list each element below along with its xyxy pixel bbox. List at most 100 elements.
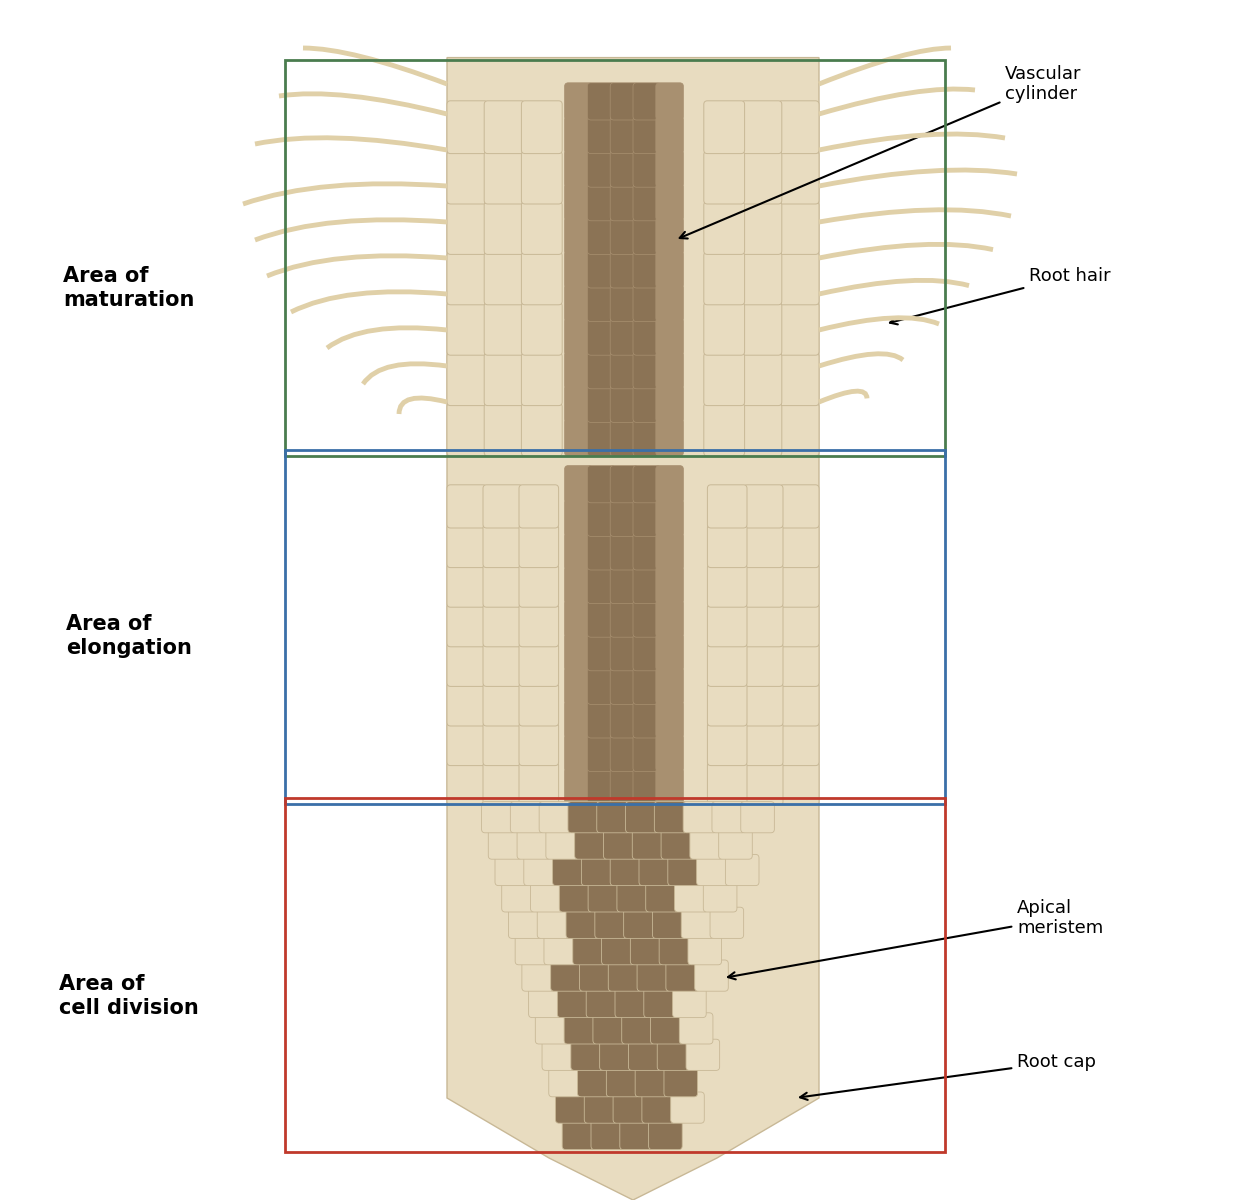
FancyBboxPatch shape <box>741 252 781 305</box>
FancyBboxPatch shape <box>559 881 592 912</box>
FancyBboxPatch shape <box>447 252 488 305</box>
FancyBboxPatch shape <box>610 667 638 704</box>
FancyBboxPatch shape <box>656 419 683 456</box>
FancyBboxPatch shape <box>549 1066 582 1097</box>
FancyBboxPatch shape <box>633 634 661 671</box>
FancyBboxPatch shape <box>610 419 638 456</box>
FancyBboxPatch shape <box>688 934 722 965</box>
FancyBboxPatch shape <box>519 524 559 568</box>
FancyBboxPatch shape <box>704 353 745 406</box>
FancyBboxPatch shape <box>671 1092 704 1123</box>
FancyBboxPatch shape <box>483 722 523 766</box>
FancyBboxPatch shape <box>539 802 573 833</box>
Text: Area of
maturation: Area of maturation <box>63 266 195 310</box>
FancyBboxPatch shape <box>483 485 523 528</box>
FancyBboxPatch shape <box>610 634 638 671</box>
FancyBboxPatch shape <box>515 934 549 965</box>
FancyBboxPatch shape <box>614 1092 647 1123</box>
FancyBboxPatch shape <box>565 251 592 288</box>
FancyBboxPatch shape <box>447 564 487 607</box>
FancyBboxPatch shape <box>565 184 592 221</box>
FancyBboxPatch shape <box>626 802 660 833</box>
FancyBboxPatch shape <box>635 1066 668 1097</box>
FancyBboxPatch shape <box>656 251 683 288</box>
FancyBboxPatch shape <box>484 403 525 456</box>
FancyBboxPatch shape <box>565 318 592 355</box>
FancyBboxPatch shape <box>565 566 592 604</box>
Text: Root hair: Root hair <box>891 266 1110 324</box>
FancyBboxPatch shape <box>708 604 746 647</box>
FancyBboxPatch shape <box>656 667 683 704</box>
FancyBboxPatch shape <box>587 566 615 604</box>
FancyBboxPatch shape <box>609 960 642 991</box>
FancyBboxPatch shape <box>660 934 693 965</box>
FancyBboxPatch shape <box>633 734 661 772</box>
FancyBboxPatch shape <box>581 854 615 886</box>
FancyBboxPatch shape <box>712 802 745 833</box>
FancyBboxPatch shape <box>780 683 818 726</box>
FancyBboxPatch shape <box>519 683 559 726</box>
Bar <box>284 798 945 1152</box>
FancyBboxPatch shape <box>779 302 818 355</box>
FancyBboxPatch shape <box>550 960 584 991</box>
FancyBboxPatch shape <box>587 701 615 738</box>
FancyBboxPatch shape <box>587 150 615 187</box>
FancyBboxPatch shape <box>657 1039 691 1070</box>
FancyBboxPatch shape <box>633 184 661 221</box>
FancyBboxPatch shape <box>566 907 600 938</box>
FancyBboxPatch shape <box>587 352 615 389</box>
FancyBboxPatch shape <box>610 318 638 355</box>
FancyBboxPatch shape <box>519 762 559 805</box>
FancyBboxPatch shape <box>780 722 818 766</box>
FancyBboxPatch shape <box>587 667 615 704</box>
FancyBboxPatch shape <box>565 116 592 154</box>
FancyBboxPatch shape <box>587 734 615 772</box>
FancyBboxPatch shape <box>610 83 638 120</box>
Text: Area of
elongation: Area of elongation <box>66 614 193 658</box>
FancyBboxPatch shape <box>744 485 782 528</box>
FancyBboxPatch shape <box>725 854 759 886</box>
FancyBboxPatch shape <box>610 701 638 738</box>
FancyBboxPatch shape <box>565 499 592 536</box>
FancyBboxPatch shape <box>633 385 661 422</box>
FancyBboxPatch shape <box>447 151 488 204</box>
FancyBboxPatch shape <box>704 151 745 204</box>
FancyBboxPatch shape <box>683 802 717 833</box>
FancyBboxPatch shape <box>587 318 615 355</box>
FancyBboxPatch shape <box>587 284 615 322</box>
FancyBboxPatch shape <box>633 83 661 120</box>
FancyBboxPatch shape <box>633 667 661 704</box>
FancyBboxPatch shape <box>483 604 523 647</box>
FancyBboxPatch shape <box>779 252 818 305</box>
FancyBboxPatch shape <box>656 184 683 221</box>
FancyBboxPatch shape <box>656 352 683 389</box>
FancyBboxPatch shape <box>488 828 522 859</box>
FancyBboxPatch shape <box>447 643 487 686</box>
FancyBboxPatch shape <box>573 934 606 965</box>
FancyBboxPatch shape <box>519 722 559 766</box>
FancyBboxPatch shape <box>633 533 661 570</box>
FancyBboxPatch shape <box>571 1039 605 1070</box>
FancyBboxPatch shape <box>710 907 744 938</box>
FancyBboxPatch shape <box>741 202 781 254</box>
FancyBboxPatch shape <box>703 881 737 912</box>
FancyBboxPatch shape <box>744 524 782 568</box>
FancyBboxPatch shape <box>565 533 592 570</box>
FancyBboxPatch shape <box>580 960 614 991</box>
FancyBboxPatch shape <box>779 101 818 154</box>
FancyBboxPatch shape <box>708 524 746 568</box>
FancyBboxPatch shape <box>622 1013 656 1044</box>
FancyBboxPatch shape <box>656 701 683 738</box>
FancyBboxPatch shape <box>447 762 487 805</box>
FancyBboxPatch shape <box>708 643 746 686</box>
FancyBboxPatch shape <box>610 284 638 322</box>
Text: Area of
cell division: Area of cell division <box>60 974 199 1018</box>
FancyBboxPatch shape <box>484 302 525 355</box>
FancyBboxPatch shape <box>682 907 715 938</box>
FancyBboxPatch shape <box>704 302 745 355</box>
FancyBboxPatch shape <box>610 352 638 389</box>
FancyBboxPatch shape <box>595 907 628 938</box>
FancyBboxPatch shape <box>656 318 683 355</box>
FancyBboxPatch shape <box>656 116 683 154</box>
FancyBboxPatch shape <box>587 533 615 570</box>
